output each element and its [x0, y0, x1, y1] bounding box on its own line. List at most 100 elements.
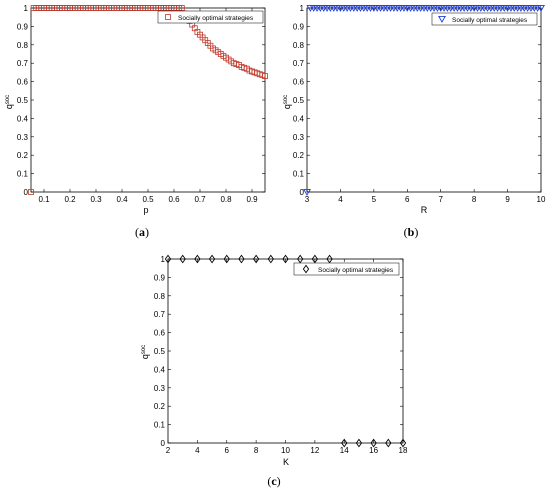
- x-tick-label: 4: [338, 195, 343, 204]
- data-point: [311, 254, 319, 264]
- x-tick-label: 2: [166, 446, 171, 455]
- data-point: [341, 438, 348, 448]
- panel-a-markers: [28, 5, 268, 195]
- panel-a-legend: Socially optimal strategies: [157, 10, 264, 24]
- y-tick-label: 0: [300, 188, 305, 197]
- y-tick-label: 0.1: [293, 170, 305, 179]
- data-point: [370, 438, 377, 448]
- panel-c-legend: Socially optimal strategies: [293, 262, 400, 276]
- y-tick-label: 0.4: [17, 114, 29, 123]
- panel-c-caption-close: ): [277, 474, 281, 488]
- panel-a-legend-marker: [165, 14, 171, 20]
- panel-b-y-ticks: 0 0.1 0.2 0.3 0.4 0.5 0.6 0.7 0.8 0.9 1: [293, 4, 541, 197]
- data-point: [238, 254, 245, 264]
- data-point: [164, 254, 172, 264]
- x-tick-label: 5: [372, 195, 377, 204]
- y-tick-label: 0.2: [293, 151, 305, 160]
- y-tick-label: 0.3: [293, 133, 305, 142]
- y-tick-label: 0.7: [17, 59, 29, 68]
- y-tick-label: 1: [300, 4, 305, 13]
- data-point: [399, 438, 407, 448]
- y-tick-label: 0.8: [293, 41, 305, 50]
- data-point: [303, 188, 311, 196]
- x-tick-label: 10: [537, 195, 546, 204]
- x-tick-label: 16: [369, 446, 378, 455]
- panel-a-y-axis-label-base: q: [4, 104, 14, 109]
- data-point: [297, 254, 304, 264]
- panel-c-x-ticks: 2 4 6 8 10 12 14 16 18: [166, 259, 408, 455]
- y-tick-label: 0.8: [17, 41, 29, 50]
- panel-a-y-ticks: 0 0.1 0.2 0.3 0.4 0.5 0.6 0.7 0.8 0.9 1: [17, 4, 265, 197]
- panel-b-y-axis-label-base: q: [282, 104, 292, 109]
- panel-c-caption-letter: c: [271, 474, 277, 488]
- panel-a-y-axis-label: qsoc: [4, 95, 14, 109]
- x-tick-label: 4: [195, 446, 200, 455]
- data-point: [178, 5, 185, 11]
- x-tick-label: 0.4: [116, 195, 128, 204]
- panel-b-markers: [303, 4, 545, 196]
- y-tick-label: 0.4: [154, 365, 166, 374]
- panel-c-legend-box: [293, 262, 400, 276]
- data-point: [28, 189, 34, 195]
- data-point: [355, 438, 363, 448]
- y-tick-label: 0.1: [154, 421, 166, 430]
- x-tick-label: 0.6: [168, 195, 180, 204]
- y-tick-label: 0.1: [17, 170, 29, 179]
- data-point: [262, 73, 268, 79]
- y-tick-label: 1: [161, 255, 166, 264]
- panel-c-y-axis-label-sup: soc: [141, 345, 147, 354]
- panel-b-caption-close: ): [414, 225, 418, 239]
- legend-marker-symbol: [438, 15, 446, 23]
- x-tick-label: 7: [438, 195, 443, 204]
- data-point: [267, 254, 274, 264]
- y-tick-label: 0.9: [17, 22, 29, 31]
- x-tick-label: 6: [405, 195, 410, 204]
- x-tick-label: 10: [281, 446, 290, 455]
- panel-c-markers: [164, 254, 407, 448]
- panel-c-x-axis-label: K: [283, 457, 289, 467]
- panel-a-y-axis-label-sup: soc: [5, 95, 11, 104]
- panel-b-x-axis-label: R: [421, 205, 428, 215]
- x-tick-label: 3: [305, 195, 310, 204]
- x-tick-label: 14: [340, 446, 349, 455]
- x-tick-label: 0.8: [220, 195, 232, 204]
- panel-b-legend-box: [431, 12, 538, 26]
- panel-b-legend-label: Socially optimal strategies: [452, 17, 528, 24]
- panel-c-y-axis-label-base: q: [140, 354, 150, 359]
- x-tick-label: 8: [472, 195, 477, 204]
- y-tick-label: 0.8: [154, 292, 166, 301]
- data-point: [208, 254, 216, 264]
- y-tick-label: 0.6: [293, 78, 305, 87]
- panel-a-legend-box: [157, 10, 264, 24]
- y-tick-label: 0.2: [154, 402, 166, 411]
- panel-c-caption: (c): [267, 474, 280, 488]
- x-tick-label: 12: [310, 446, 319, 455]
- x-tick-label: 0.7: [194, 195, 206, 204]
- data-point: [252, 254, 260, 264]
- panel-a-caption-open: (: [135, 225, 139, 239]
- x-tick-label: 0.1: [38, 195, 50, 204]
- panel-a-plot-area: [30, 7, 266, 193]
- panel-b-chart: 00.10.20.30.40.50.60.70.80.91 3 4 5 6 7 8 9 10 …: [282, 4, 546, 239]
- panel-a-x-axis-label: p: [143, 205, 148, 215]
- panel-c-chart: 0 0.1 0.2 0.3 0.4 0.5 0.6 0.7 0.8 0.9 1 2 4 6 8 10 12 14…: [140, 254, 408, 488]
- panel-b-y-axis-label-sup: soc: [283, 95, 289, 104]
- y-tick-label: 0.6: [154, 329, 166, 338]
- panel-b-caption: (b): [404, 225, 419, 239]
- x-tick-label: 0.5: [142, 195, 154, 204]
- panel-a-chart: 00.10.20.30.40.50.60.70.80.91 0.1 0.2 0.3 0…: [4, 4, 268, 239]
- panel-b-caption-open: (: [404, 225, 408, 239]
- panel-a-legend-label: Socially optimal strategies: [178, 15, 254, 22]
- y-tick-label: 0.9: [154, 273, 166, 282]
- y-tick-label: 0.3: [154, 384, 166, 393]
- y-tick-label: 0.5: [17, 96, 29, 105]
- panel-c-y-ticks: 0 0.1 0.2 0.3 0.4 0.5 0.6 0.7 0.8 0.9 1: [154, 255, 403, 448]
- data-point: [179, 254, 186, 264]
- data-point: [326, 254, 333, 264]
- panel-c-caption-open: (: [267, 474, 271, 488]
- y-tick-label: 0.9: [293, 22, 305, 31]
- panel-b-legend: Socially optimal strategies: [431, 12, 538, 26]
- data-point: [223, 254, 230, 264]
- panel-b-legend-marker: [438, 15, 446, 23]
